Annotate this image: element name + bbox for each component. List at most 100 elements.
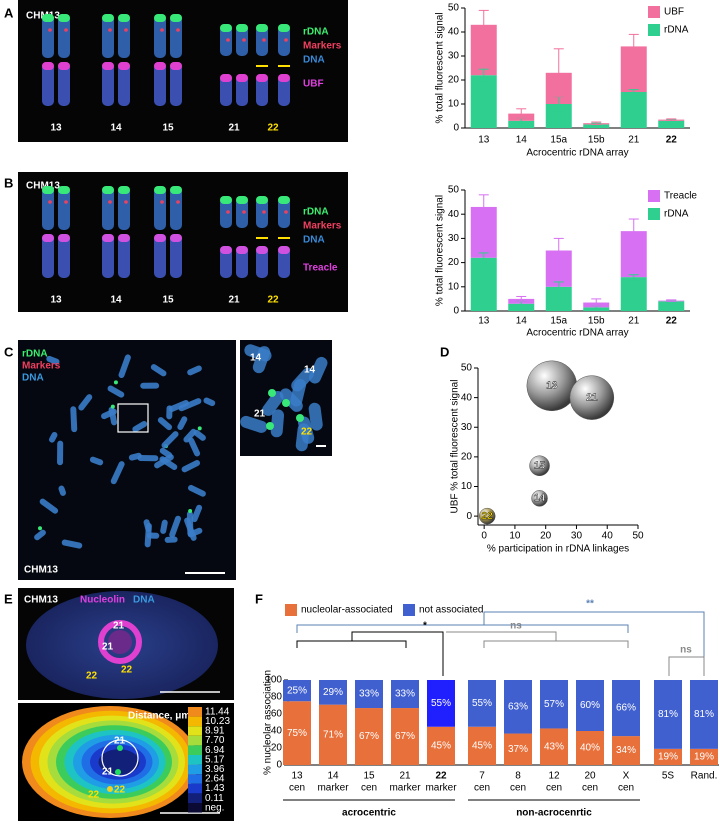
chromosome [118,234,130,278]
bubble-label: 22 [482,511,494,522]
chromosome [203,397,216,407]
micrograph [18,172,348,312]
signal [220,246,232,254]
bubble [531,490,548,507]
bar-segment [427,680,455,727]
cell-label: 21 [113,621,125,632]
value-label: 33% [395,689,415,700]
colorbar-cell [188,783,202,794]
chromosome-label: 21 [228,295,240,306]
bar-segment [690,748,718,765]
colorbar-label: 2.64 [205,774,225,785]
x-tick-sublabel: cen [510,783,526,794]
value-label: 19% [658,752,678,763]
significance-bracket [296,624,629,633]
inset-label: 14 [250,353,262,364]
chromosome [70,406,78,433]
channel-label: Markers [22,361,61,372]
bar-segment [540,728,568,765]
legend-label: Treacle [664,191,697,202]
channel-label: DNA [22,373,44,384]
signal [278,74,290,82]
micrograph [18,340,236,580]
group-label: acrocentric [342,808,396,819]
marker-signal [48,200,52,204]
signal [296,414,304,422]
bar-segment [508,120,535,128]
bar-segment [319,704,347,765]
chromosome [220,74,232,106]
y-axis-label: UBF % total fluorescent signal [450,380,461,514]
chromosome [270,409,285,438]
inset-box [117,403,149,433]
x-tick-label: 12 [548,771,560,782]
chromosome [143,519,152,533]
chromosome [220,196,232,228]
y-tick-label: 20 [448,75,460,86]
x-tick-sublabel: marker [425,783,457,794]
legend-swatch [648,190,660,202]
colorbar-cell [188,755,202,765]
chromosome-label: 14 [110,295,122,306]
y-tick-label: 0 [466,511,472,522]
bar-segment [468,680,496,727]
x-tick-label: Rand. [691,771,718,782]
colorbar-cell [188,716,202,727]
chromosome [118,62,130,106]
signal [113,380,118,385]
bar-segment [654,680,682,749]
signal [58,62,70,70]
marker-signal [176,200,180,204]
x-tick-sublabel: marker [389,783,421,794]
signal [188,509,193,514]
value-label: 40% [580,743,600,754]
chromosome [42,62,54,106]
bar-segment [427,726,455,765]
y-tick-label: 20 [271,743,283,754]
signal [256,246,268,254]
signal [170,234,182,242]
y-tick-label: 20 [448,257,460,268]
signal [256,24,268,32]
chromosome [256,246,268,278]
signal [268,389,276,397]
chromosome [290,378,307,407]
chromosome [188,437,201,457]
chromosome [256,74,268,106]
distance-map-rings [22,706,198,818]
bar-segment [470,257,497,311]
marker-signal [226,210,230,214]
marker-signal [64,28,68,32]
channel-label: Markers [303,41,342,52]
chromosome [78,394,93,411]
colorbar-label: 10.23 [205,716,230,727]
bubble-label: 14 [534,493,546,504]
significance-bracket [351,631,444,676]
signal [282,399,290,407]
bar-segment [612,736,640,765]
value-label: 75% [287,728,307,739]
channel-label: Treacle [303,263,338,274]
map-label: 22 [88,790,100,801]
chromosome [278,196,290,228]
x-tick-label: 13 [291,771,303,782]
bar-segment [283,701,311,765]
signal [236,196,248,204]
signal [118,62,130,70]
signal [110,404,115,409]
signal [236,74,248,82]
colorbar-label: 3.96 [205,764,225,775]
marker-signal [262,38,266,42]
y-tick-label: 40 [461,392,473,403]
chromosome [42,234,54,278]
channel-label: DNA [303,235,325,246]
x-tick-sublabel: cen [546,783,562,794]
x-tick-label: 22 [666,316,678,327]
x-tick-label: 14 [516,135,528,146]
signal [102,14,114,22]
x-tick-label: 20 [540,531,552,542]
bar-segment [391,680,419,709]
chromosome [42,186,54,230]
legend-swatch [648,208,660,220]
chromosome-label: 14 [110,123,122,134]
